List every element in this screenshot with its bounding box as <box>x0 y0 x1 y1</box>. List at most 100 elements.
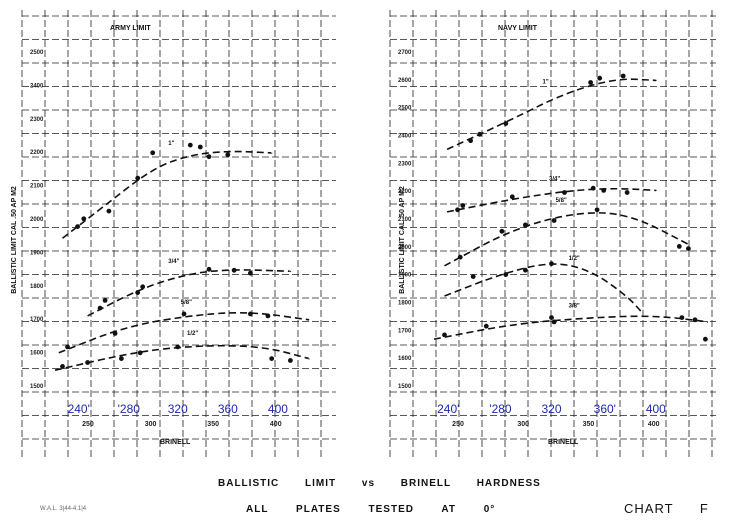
data-point <box>140 284 146 290</box>
data-point <box>187 142 193 148</box>
data-point <box>601 188 607 193</box>
data-point <box>102 298 108 303</box>
data-point <box>499 228 505 234</box>
series-3: 5/8" <box>444 198 691 267</box>
y-axis-label: BALLISTIC LIMIT CAL .50 AP M2 <box>399 186 406 294</box>
x-overlay-tick-label: '280 <box>118 402 141 416</box>
data-point <box>197 144 203 150</box>
data-point <box>150 150 156 156</box>
y-tick-label: 2100 <box>398 217 412 223</box>
series-label: 5/8" <box>556 198 567 204</box>
data-point <box>686 246 691 252</box>
data-point <box>503 121 509 126</box>
data-point <box>692 317 698 323</box>
data-point <box>175 344 181 350</box>
data-point <box>588 80 593 85</box>
data-point <box>265 313 271 319</box>
x-tick-label: 350 <box>207 421 219 428</box>
series-1: 1" <box>446 73 657 151</box>
y-tick-label: 1900 <box>30 250 44 256</box>
data-point <box>288 358 293 363</box>
series-curve <box>433 315 709 340</box>
y-tick-label: 1700 <box>30 317 44 323</box>
series-4: 1/2" <box>54 331 310 371</box>
data-point <box>549 261 554 267</box>
data-point <box>97 305 103 311</box>
x-overlay-tick-label: '280 <box>489 402 512 416</box>
series-label: 3/4" <box>168 259 179 265</box>
series-label: 1" <box>543 79 549 85</box>
x-axis-label: BRINELL <box>160 439 191 446</box>
data-point <box>562 190 567 195</box>
data-point <box>225 152 231 158</box>
y-tick-label: 2500 <box>30 50 44 56</box>
series-curve <box>62 150 273 239</box>
data-point <box>477 131 483 137</box>
y-tick-label: 2400 <box>30 83 44 89</box>
data-point <box>206 266 212 272</box>
data-point <box>523 267 528 273</box>
x-tick-label: 250 <box>452 421 464 428</box>
series-label: 1/2" <box>187 331 198 337</box>
data-point <box>85 360 90 365</box>
data-point <box>503 272 509 277</box>
data-point <box>135 290 141 295</box>
y-tick-label: 1800 <box>398 301 412 307</box>
chart-panel-2: 1500 1600 1700 1800 1900 2000 2100 2200 2300 2400… <box>389 10 716 460</box>
data-point <box>75 224 80 230</box>
data-point <box>106 208 112 214</box>
series-2: 3/4" <box>87 259 292 317</box>
data-point <box>457 254 463 260</box>
series-curve <box>58 312 310 354</box>
series-curve <box>444 263 644 315</box>
x-tick-label: 300 <box>517 421 529 428</box>
data-point <box>81 216 87 222</box>
grid <box>21 10 336 460</box>
data-point <box>468 138 473 144</box>
x-tick-label: 350 <box>583 421 595 428</box>
x-overlay-tick-label: 320 <box>168 402 188 416</box>
y-tick-label: 2600 <box>398 78 412 84</box>
data-point <box>679 315 685 320</box>
data-point <box>551 319 557 325</box>
data-point <box>60 364 65 369</box>
data-point <box>181 311 187 317</box>
y-tick-label: 2400 <box>398 134 412 140</box>
data-point <box>119 356 124 361</box>
x-overlay-tick-label: 400 <box>268 402 288 416</box>
y-tick-label: 1900 <box>398 273 412 279</box>
data-point <box>455 207 460 213</box>
series-label: 3/8" <box>569 304 580 310</box>
x-overlay-tick-label: 360 <box>218 402 238 416</box>
series-label: 1" <box>168 141 174 147</box>
data-point <box>620 73 626 79</box>
y-tick-label: 2100 <box>30 184 44 190</box>
series-3: 5/8" <box>58 300 310 354</box>
data-point <box>483 323 489 329</box>
data-point <box>594 207 600 213</box>
y-tick-label: 1600 <box>30 351 44 357</box>
x-tick-label: 300 <box>145 421 157 428</box>
x-overlay-tick-label: 400 <box>646 402 666 416</box>
data-point <box>460 203 466 208</box>
series-4: 1/2" <box>444 256 644 315</box>
y-tick-label: 1500 <box>398 384 412 390</box>
data-point <box>590 185 596 191</box>
y-tick-label: 1600 <box>398 356 412 362</box>
chart-identifier: CHART F <box>624 501 709 516</box>
x-tick-label: 400 <box>270 421 282 428</box>
data-point <box>509 194 515 200</box>
y-tick-label: 1700 <box>398 328 412 334</box>
data-point <box>231 267 237 273</box>
data-point <box>676 244 682 249</box>
figure-title: BALLISTIC LIMIT vs BRINELL HARDNESS <box>218 478 541 489</box>
series-curve <box>87 269 292 317</box>
data-point <box>248 270 253 276</box>
series-curve <box>54 344 310 371</box>
series-curve <box>446 78 657 151</box>
x-axis-label: BRINELL <box>548 439 579 446</box>
data-point <box>442 332 447 338</box>
data-point <box>551 218 557 223</box>
y-tick-label: 2300 <box>30 117 44 123</box>
grid <box>389 10 716 460</box>
